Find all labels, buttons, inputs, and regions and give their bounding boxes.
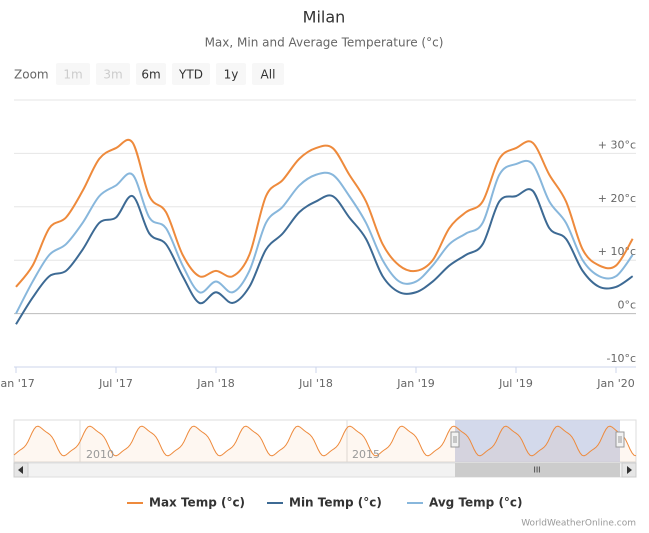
legend-label[interactable]: Avg Temp (°c): [429, 496, 523, 510]
legend-label[interactable]: Min Temp (°c): [289, 496, 382, 510]
scroll-right-arrow: [627, 466, 632, 474]
navigator-handle[interactable]: [450, 431, 460, 448]
y-tick-label: -10°c: [606, 352, 636, 365]
navigator-area: [14, 426, 636, 462]
scrollbar-thumb[interactable]: [455, 463, 620, 477]
legend-label[interactable]: Max Temp (°c): [149, 496, 245, 510]
navigator: 2010 2015: [13, 419, 637, 463]
zoom-button-label: YTD: [178, 68, 203, 82]
zoom-button-label: 1m: [63, 68, 82, 82]
x-tick-label: Jan '20: [596, 377, 634, 390]
y-tick-label: 0°c: [617, 299, 636, 312]
zoom-button: [96, 63, 130, 85]
x-tick-label: Jul '19: [498, 377, 533, 390]
zoom-label: Zoom: [14, 68, 49, 82]
chart-title: Milan: [303, 8, 346, 27]
y-tick-label: + 20°c: [598, 192, 636, 205]
zoom-button[interactable]: [216, 63, 246, 85]
credit: WorldWeatherOnline.com: [521, 519, 636, 529]
navigator-line: [13, 425, 637, 457]
chart-subtitle: Max, Min and Average Temperature (°c): [205, 36, 444, 50]
zoom-button-label: 3m: [103, 68, 122, 82]
zoom-button[interactable]: [252, 63, 284, 85]
navigator-label: 2010: [86, 448, 114, 461]
zoom-button[interactable]: [136, 63, 166, 85]
x-tick-label: Jul '18: [298, 377, 333, 390]
scrollbar-grip: III: [533, 466, 540, 475]
zoom-button-label: All: [261, 68, 276, 82]
y-tick-label: + 30°c: [598, 138, 636, 151]
zoom-button: [56, 63, 90, 85]
series-line: [15, 138, 634, 288]
zoom-button-label: 6m: [141, 68, 160, 82]
zoom-button-label: 1y: [224, 68, 239, 82]
x-tick-label: Jul '17: [98, 377, 133, 390]
zoom-button[interactable]: [172, 63, 210, 85]
series-line: [15, 159, 634, 315]
scroll-left-arrow: [18, 466, 23, 474]
x-tick-label: Jan '17: [0, 377, 35, 390]
x-tick-label: Jan '19: [396, 377, 434, 390]
x-tick-label: Jan '18: [196, 377, 234, 390]
navigator-label: 2015: [352, 448, 380, 461]
navigator-handle[interactable]: [615, 431, 625, 448]
y-tick-label: + 10°c: [598, 245, 636, 258]
series-line: [15, 188, 634, 325]
